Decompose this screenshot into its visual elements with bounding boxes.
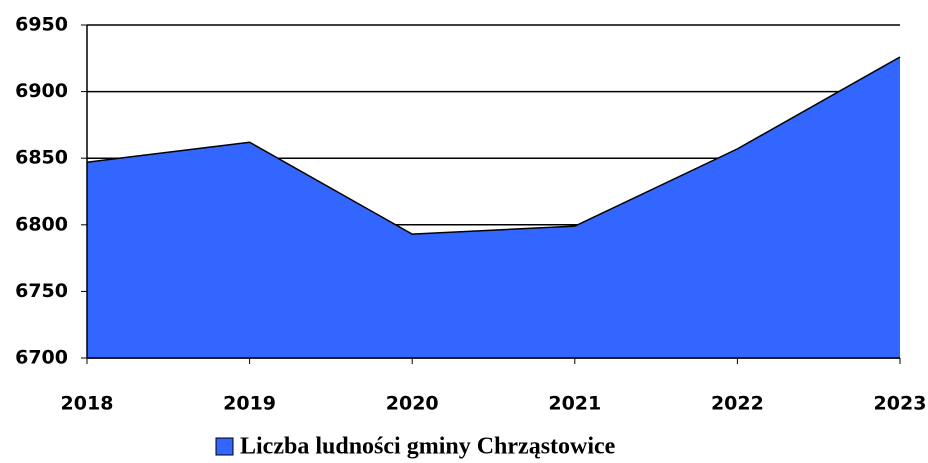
- x-tick-label: 2020: [386, 393, 439, 415]
- y-tick-label: 6750: [15, 280, 68, 302]
- y-tick-label: 6700: [15, 347, 68, 369]
- y-tick-label: 6850: [15, 147, 68, 169]
- y-tick-label: 6900: [15, 80, 68, 102]
- legend-swatch: [215, 437, 234, 456]
- legend-label: Liczba ludności gminy Chrząstowice: [240, 434, 616, 460]
- x-tick-label: 2018: [61, 393, 114, 415]
- x-tick-label: 2023: [874, 393, 927, 415]
- y-tick-label: 6800: [15, 213, 68, 235]
- x-tick-label: 2021: [548, 393, 601, 415]
- area: [87, 56, 900, 359]
- x-tick-label: 2019: [223, 393, 276, 415]
- x-tick-label: 2022: [711, 393, 764, 415]
- y-tick-label: 6950: [15, 14, 68, 36]
- area-line: [86, 56, 901, 235]
